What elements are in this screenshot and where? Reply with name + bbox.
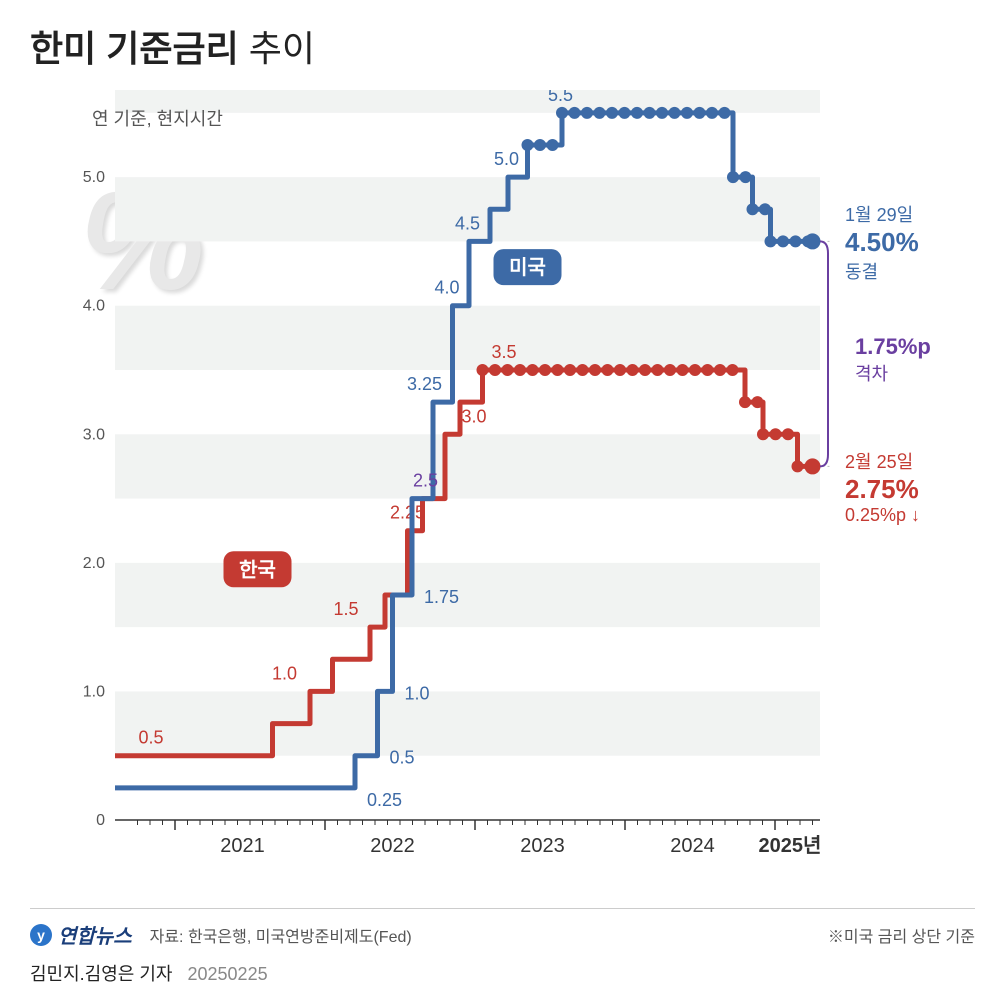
annotation-kr-date: 2월 25일	[845, 448, 920, 474]
svg-text:2021: 2021	[220, 835, 265, 857]
source-label: 자료: 한국은행, 미국연방준비제도(Fed)	[150, 923, 412, 947]
svg-text:5.0: 5.0	[494, 149, 519, 169]
svg-text:5.0: 5.0	[83, 169, 105, 186]
svg-text:1.0: 1.0	[83, 683, 105, 700]
chart: 연 기준, 현지시간 0 1.0 2.0 3.0 4.0 5.0 2021 2022 2023 2…	[70, 90, 830, 870]
title-thin: 추이	[249, 28, 315, 69]
svg-text:1.0: 1.0	[272, 663, 297, 683]
svg-text:3.5: 3.5	[492, 342, 517, 362]
credit-date: 20250225	[188, 964, 268, 984]
chart-title: 한미 기준금리 추이	[30, 20, 315, 72]
annotation-gap: 1.75%p 격차	[855, 334, 931, 386]
svg-text:2025년: 2025년	[759, 834, 822, 857]
svg-text:5.5: 5.5	[548, 90, 573, 105]
title-bold: 한미 기준금리	[30, 28, 239, 69]
svg-text:2.25: 2.25	[390, 503, 425, 523]
annotation-gap-value: 1.75%p	[855, 334, 931, 360]
svg-text:미국: 미국	[509, 256, 546, 279]
footer-divider	[30, 908, 975, 909]
logo-badge-icon: y	[30, 924, 52, 946]
svg-text:1.5: 1.5	[334, 599, 359, 619]
footer-note: ※미국 금리 상단 기준	[828, 923, 975, 947]
svg-text:2.5: 2.5	[413, 471, 438, 491]
svg-text:2022: 2022	[370, 835, 415, 857]
logo: y 연합뉴스	[30, 920, 132, 949]
svg-text:2023: 2023	[520, 835, 565, 857]
annotation-us-value: 4.50%	[845, 227, 919, 258]
annotation-kr-value: 2.75%	[845, 474, 920, 505]
footer: y 연합뉴스 자료: 한국은행, 미국연방준비제도(Fed) ※미국 금리 상단…	[30, 920, 975, 949]
credit-authors: 김민지.김영은 기자	[30, 964, 172, 984]
svg-text:0.25: 0.25	[367, 790, 402, 810]
logo-text: 연합뉴스	[58, 920, 132, 949]
svg-text:0: 0	[96, 812, 105, 829]
svg-text:4.0: 4.0	[83, 298, 105, 315]
svg-text:1.75: 1.75	[424, 587, 459, 607]
annotation-kr: 2월 25일 2.75% 0.25%p ↓	[845, 448, 920, 526]
svg-text:0.5: 0.5	[390, 748, 415, 768]
annotation-gap-note: 격차	[855, 360, 931, 386]
svg-text:한국: 한국	[239, 558, 276, 581]
svg-text:2.0: 2.0	[83, 555, 105, 572]
svg-text:3.0: 3.0	[83, 426, 105, 443]
svg-text:0.5: 0.5	[139, 728, 164, 748]
svg-text:4.5: 4.5	[455, 213, 480, 233]
svg-text:1.0: 1.0	[405, 683, 430, 703]
chart-svg: 0 1.0 2.0 3.0 4.0 5.0 2021 2022 2023 2024 2025년 0.5…	[70, 90, 830, 870]
svg-text:2024: 2024	[670, 835, 715, 857]
annotation-us-note: 동결	[845, 258, 919, 284]
svg-text:4.0: 4.0	[435, 278, 460, 298]
credit-line: 김민지.김영은 기자 20250225	[30, 960, 268, 986]
chart-subtitle: 연 기준, 현지시간	[92, 105, 223, 131]
svg-text:3.25: 3.25	[407, 374, 442, 394]
svg-text:3.0: 3.0	[462, 406, 487, 426]
annotation-us-date: 1월 29일	[845, 201, 919, 227]
annotation-us: 1월 29일 4.50% 동결	[845, 201, 919, 284]
annotation-kr-note: 0.25%p ↓	[845, 505, 920, 526]
